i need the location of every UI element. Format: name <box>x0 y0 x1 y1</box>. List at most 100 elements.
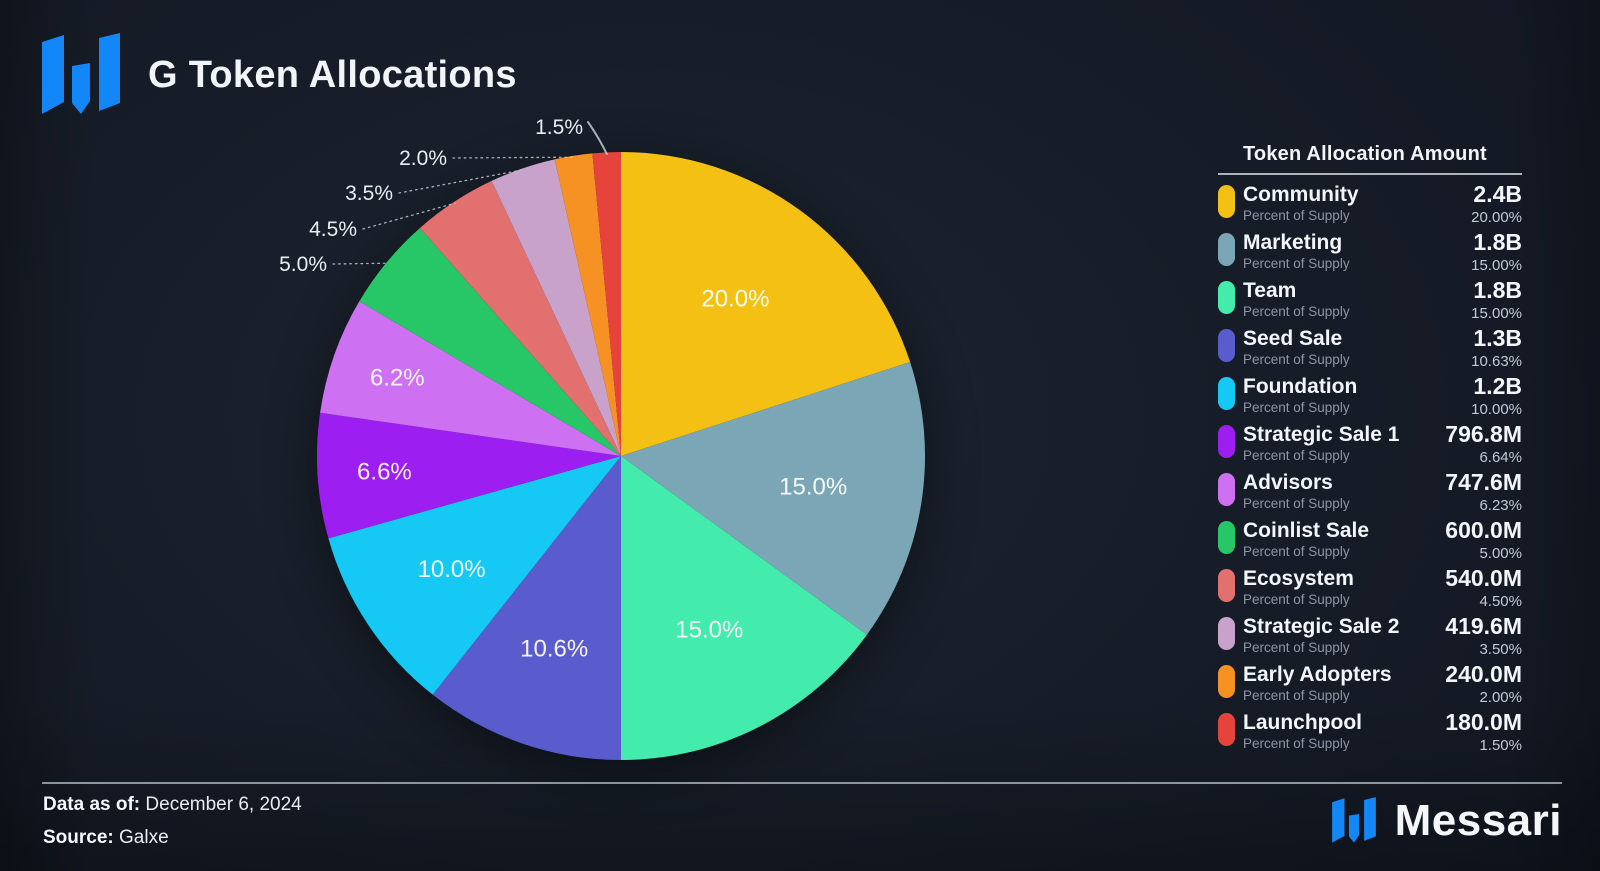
slice-label-ecosystem: 4.5% <box>309 218 357 241</box>
slice-label-coinlist-sale: 5.0% <box>279 253 327 276</box>
legend-title-underline <box>1218 173 1522 175</box>
messari-logo-icon <box>1331 797 1376 843</box>
legend-item-name: Ecosystem <box>1243 567 1354 590</box>
legend-row-coinlist-sale: Coinlist Sale Percent of Supply 600.0M 5.00… <box>1218 516 1522 564</box>
slice-label-strategic-sale-2: 3.5% <box>345 182 393 205</box>
legend-color-pill <box>1218 425 1235 458</box>
legend-item-amount: 1.2B <box>1473 373 1522 399</box>
legend-color-pill <box>1218 185 1235 218</box>
legend-item-percent: 20.00% <box>1471 208 1522 226</box>
messari-logo-icon <box>42 33 120 114</box>
legend-color-pill <box>1218 521 1235 554</box>
leader-line-strategic-sale-2 <box>398 169 524 194</box>
legend-item-name: Launchpool <box>1243 711 1362 734</box>
legend-item-amount: 2.4B <box>1473 181 1522 207</box>
legend-title: Token Allocation Amount <box>1243 143 1487 165</box>
pie-labels-group: 20.0% 15.0% 15.0% 10.6% 10.0% 6.6% 6.2% 5.0% 4.5… <box>279 116 847 662</box>
pie-slice-community <box>621 152 911 456</box>
legend-color-pill <box>1218 281 1235 314</box>
slice-label-foundation: 10.0% <box>418 556 486 583</box>
legend-item-subtitle: Percent of Supply <box>1243 640 1350 655</box>
legend-row-community: Community Percent of Supply 2.4B 20.00% <box>1218 180 1522 228</box>
slice-label-launchpool: 1.5% <box>535 116 583 139</box>
legend-item-subtitle: Percent of Supply <box>1243 400 1350 415</box>
pie-slice-coinlist-sale <box>359 227 621 456</box>
legend-color-pill <box>1218 665 1235 698</box>
data-as-of-label: Data as of: <box>43 794 141 815</box>
legend-item-percent: 10.00% <box>1471 400 1522 418</box>
pie-slice-team <box>621 456 867 760</box>
leader-line-ecosystem <box>362 202 456 230</box>
legend-row-strategic-sale-2: Strategic Sale 2 Percent of Supply 419.6M 3… <box>1218 612 1522 660</box>
legend-item-subtitle: Percent of Supply <box>1243 304 1350 319</box>
legend-item-amount: 796.8M <box>1445 421 1522 447</box>
pie-slice-launchpool <box>592 152 621 456</box>
legend-item-name: Marketing <box>1243 231 1343 254</box>
legend-item-amount: 1.8B <box>1473 229 1522 255</box>
legend-color-pill <box>1218 233 1235 266</box>
pie-slice-strategic-sale-1 <box>317 412 621 539</box>
slice-label-marketing: 15.0% <box>779 473 847 500</box>
pie-slice-seed-sale <box>432 456 621 760</box>
legend-item-percent: 6.64% <box>1479 448 1522 466</box>
legend-row-seed-sale: Seed Sale Percent of Supply 1.3B 10.63% <box>1218 324 1522 372</box>
legend-item-subtitle: Percent of Supply <box>1243 688 1350 703</box>
page-title: G Token Allocations <box>148 54 517 96</box>
legend-color-pill <box>1218 473 1235 506</box>
legend-item-name: Seed Sale <box>1243 327 1343 350</box>
legend-item-name: Strategic Sale 1 <box>1243 423 1400 446</box>
legend-item-amount: 1.3B <box>1473 325 1522 351</box>
legend-item-subtitle: Percent of Supply <box>1243 592 1350 607</box>
legend-item-name: Strategic Sale 2 <box>1243 615 1400 638</box>
legend-item-amount: 747.6M <box>1445 469 1522 495</box>
legend-item-percent: 15.00% <box>1471 304 1522 322</box>
pie-slice-ecosystem <box>419 180 621 456</box>
legend-item-percent: 1.50% <box>1479 736 1522 754</box>
legend-item-amount: 419.6M <box>1445 613 1522 639</box>
legend-rows: Community Percent of Supply 2.4B 20.00% Mark… <box>1218 180 1522 756</box>
leader-line-coinlist-sale <box>332 262 389 265</box>
legend-row-strategic-sale-1: Strategic Sale 1 Percent of Supply 796.8M 6… <box>1218 420 1522 468</box>
legend-item-percent: 2.00% <box>1479 688 1522 706</box>
source-label: Source: <box>43 827 114 848</box>
slice-label-early-adopters: 2.0% <box>399 147 447 170</box>
legend-item-subtitle: Percent of Supply <box>1243 496 1350 511</box>
legend-item-name: Early Adopters <box>1243 663 1392 686</box>
legend-color-pill <box>1218 377 1235 410</box>
legend-item-percent: 3.50% <box>1479 640 1522 658</box>
legend-item-percent: 5.00% <box>1479 544 1522 562</box>
legend-item-amount: 240.0M <box>1445 661 1522 687</box>
legend-item-name: Foundation <box>1243 375 1358 398</box>
legend-panel: Token Allocation Amount Community Percent… <box>1218 143 1522 756</box>
pie-slice-marketing <box>621 362 925 635</box>
legend-item-percent: 10.63% <box>1471 352 1522 370</box>
legend-item-name: Community <box>1243 183 1359 206</box>
legend-item-name: Team <box>1243 279 1297 302</box>
slice-label-strategic-sale-1: 6.6% <box>357 459 412 486</box>
pie-slice-advisors <box>320 301 621 456</box>
footer-divider <box>42 782 1562 784</box>
legend-item-subtitle: Percent of Supply <box>1243 544 1350 559</box>
pie-slice-early-adopters <box>554 153 621 456</box>
legend-item-amount: 1.8B <box>1473 277 1522 303</box>
source-value: Galxe <box>119 827 169 848</box>
legend-item-percent: 15.00% <box>1471 256 1522 274</box>
legend-item-amount: 600.0M <box>1445 517 1522 543</box>
legend-item-name: Advisors <box>1243 471 1333 494</box>
legend-item-subtitle: Percent of Supply <box>1243 736 1350 751</box>
leader-line-launchpool <box>587 121 608 155</box>
source-line: Source: Galxe <box>43 827 169 849</box>
slice-label-community: 20.0% <box>701 286 769 313</box>
legend-item-subtitle: Percent of Supply <box>1243 256 1350 271</box>
data-as-of-value: December 6, 2024 <box>145 794 302 815</box>
legend-color-pill <box>1218 569 1235 602</box>
legend-row-early-adopters: Early Adopters Percent of Supply 240.0M 2.0… <box>1218 660 1522 708</box>
pie-slice-foundation <box>328 456 621 695</box>
header: G Token Allocations <box>40 33 517 118</box>
legend-row-foundation: Foundation Percent of Supply 1.2B 10.00% <box>1218 372 1522 420</box>
data-as-of-line: Data as of: December 6, 2024 <box>43 794 302 816</box>
legend-item-subtitle: Percent of Supply <box>1243 352 1350 367</box>
legend-color-pill <box>1218 329 1235 362</box>
